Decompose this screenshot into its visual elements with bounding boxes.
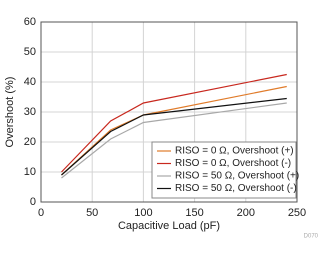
x-tick-label: 250	[288, 207, 306, 219]
footnote: D070	[304, 234, 319, 240]
series-line	[61, 73, 287, 173]
y-tick-label: 20	[24, 136, 36, 148]
legend: RISO = 0 Ω, Overshoot (+)RISO = 0 Ω, Ove…	[151, 141, 299, 199]
plot-frame	[40, 21, 298, 203]
y-tick-label: 50	[24, 46, 36, 58]
x-tick-label: 50	[86, 207, 98, 219]
series-line	[61, 102, 287, 179]
legend-label: RISO = 0 Ω, Overshoot (+)	[175, 146, 294, 157]
y-tick-label: 0	[30, 196, 36, 208]
legend-label: RISO = 0 Ω, Overshoot (-)	[175, 158, 291, 169]
y-tick-label: 30	[24, 106, 36, 118]
series-line	[61, 97, 287, 176]
legend-label: RISO = 50 Ω, Overshoot (+)	[175, 171, 299, 182]
x-tick-label: 0	[38, 207, 44, 219]
y-tick-label: 60	[24, 16, 36, 28]
y-axis-label: Overshoot (%)	[4, 77, 16, 148]
x-tick-label: 100	[134, 207, 152, 219]
x-axis-label: Capacitive Load (pF)	[118, 220, 220, 232]
x-tick-label: 200	[237, 207, 255, 219]
y-tick-label: 40	[24, 76, 36, 88]
legend-box	[151, 141, 297, 199]
y-tick-label: 10	[24, 166, 36, 178]
legend-label: RISO = 50 Ω, Overshoot (-)	[175, 183, 297, 194]
x-tick-label: 150	[185, 207, 203, 219]
